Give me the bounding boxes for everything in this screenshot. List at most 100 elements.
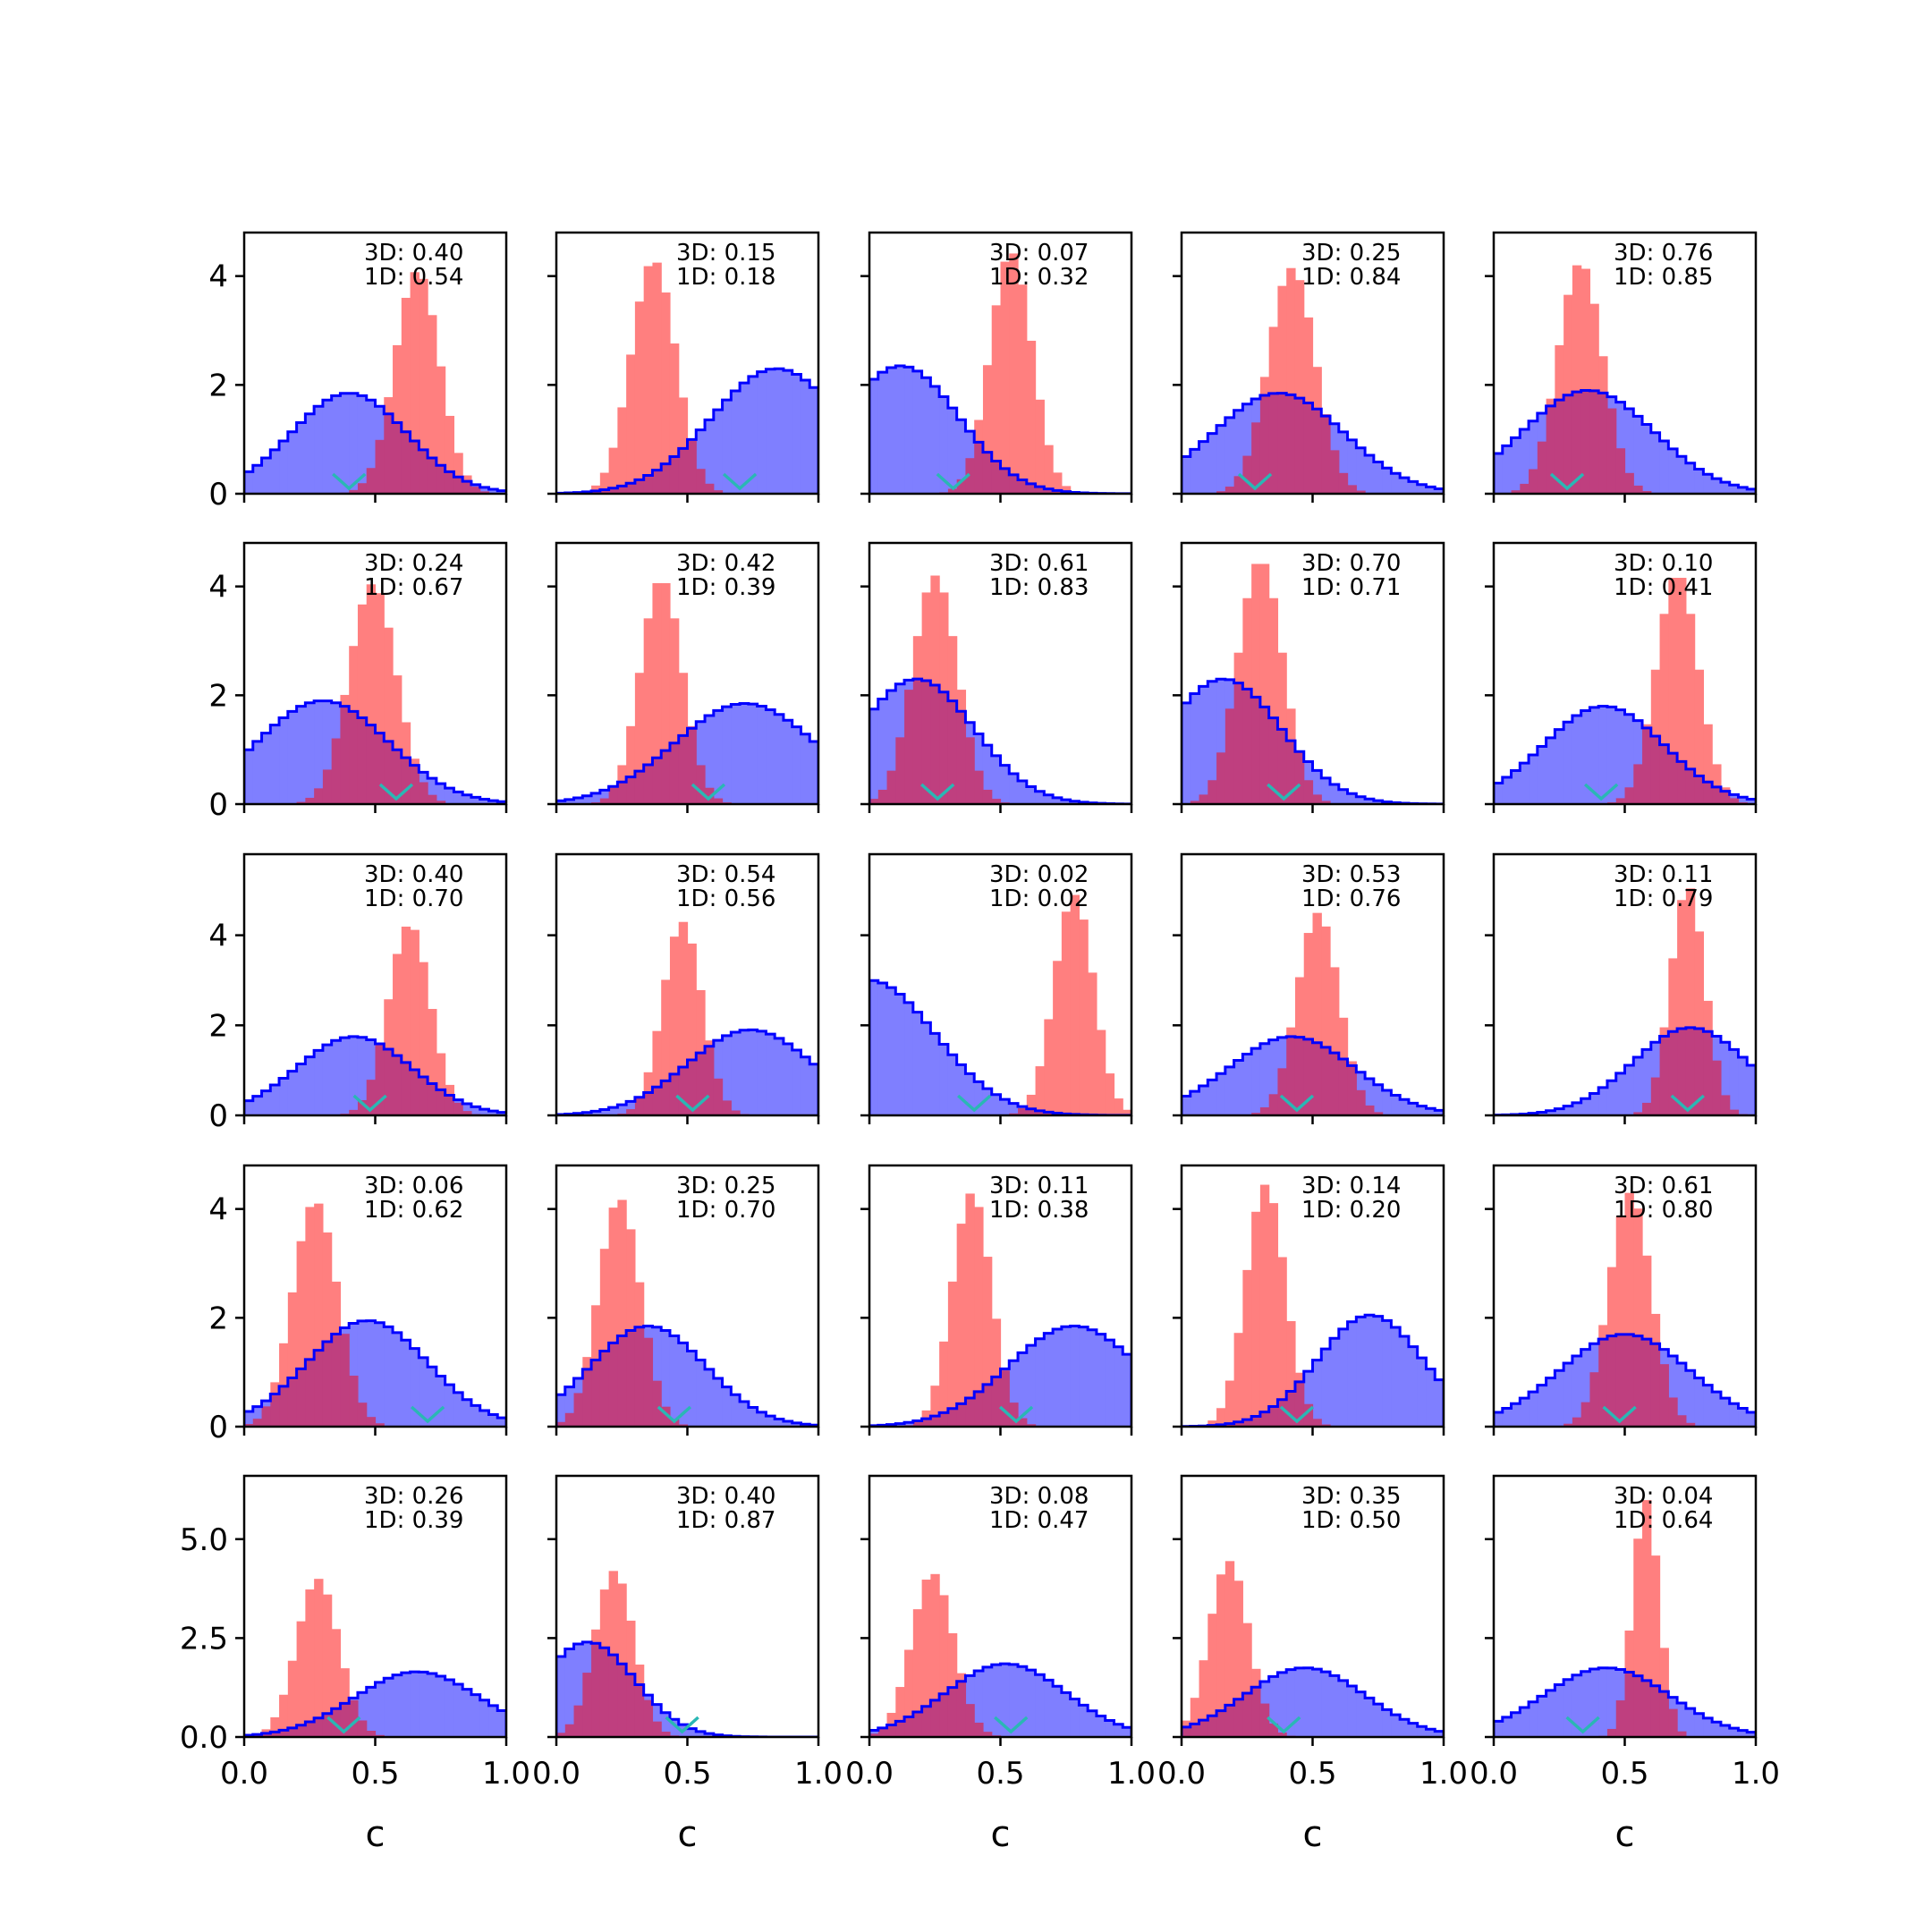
red-bar [1114,1098,1123,1115]
overlap-bar [669,1073,680,1115]
blue-bar [340,393,350,494]
overlap-bar [869,1733,879,1737]
overlap-bar [921,681,931,804]
red-bar [1259,1184,1270,1412]
overlap-bar [643,1699,654,1737]
overlap-bar [599,798,610,804]
blue-bar [1511,770,1521,804]
red-bar [1580,268,1591,391]
label-3d: 3D: 0.14 [1301,1173,1401,1199]
red-bar [1598,1325,1608,1340]
red-bar [1677,578,1687,762]
blue-bar [556,1394,566,1427]
blue-bar [1373,1704,1384,1737]
blue-bar [1233,1060,1243,1115]
overlap-bar [626,483,636,494]
label-1d: 1D: 0.50 [1301,1507,1401,1534]
red-bar [393,344,402,423]
blue-bar [599,790,610,804]
overlap-bar [428,794,437,804]
overlap-bar [608,1343,618,1427]
overlap-bar [357,1720,368,1737]
blue-bar [453,1392,463,1427]
red-bar [1233,652,1243,683]
overlap-bar [564,1412,575,1427]
red-bar [1044,445,1054,489]
blue-bar [287,1071,298,1115]
blue-bar [1373,462,1384,494]
overlap-bar [1251,1416,1261,1427]
blue-bar [366,1039,377,1115]
blue-bar [895,994,905,1115]
blue-bar [1216,1073,1226,1115]
blue-bar [1356,1691,1366,1737]
blue-bar [384,1678,394,1737]
overlap-bar [1668,1031,1678,1115]
overlap-bar [1268,1406,1279,1427]
blue-bar [792,1422,802,1427]
blue-bar [766,1416,775,1427]
red-bar [384,999,394,1050]
blue-bar [1233,410,1243,494]
blue-bar [1356,447,1366,494]
blue-bar [1330,1675,1340,1737]
overlap-bar [956,1403,967,1427]
overlap-bar [1650,1685,1661,1737]
blue-bar [1555,1684,1564,1737]
red-bar [1268,326,1279,394]
blue-bar [1555,1370,1564,1427]
blue-bar [661,1330,671,1427]
blue-bar [1391,473,1401,494]
red-bar [947,1632,958,1688]
label-3d: 3D: 0.61 [1614,1173,1713,1199]
blue-bar [722,400,732,494]
y-tick-label: 5.0 [180,1522,228,1558]
red-bar [591,1305,601,1360]
overlap-bar [1615,1700,1626,1737]
red-bar [1650,1313,1661,1344]
red-bar [1208,1614,1217,1716]
y-tick-label: 0 [208,477,228,513]
blue-bar [462,1103,472,1115]
blue-step-outline [1182,1035,1444,1115]
red-bar [886,1713,896,1725]
blue-bar [1190,449,1200,494]
blue-bar [809,741,818,804]
label-3d: 3D: 0.76 [1614,240,1713,267]
overlap-bar [1694,775,1704,804]
blue-bar [1650,432,1661,494]
red-bar [669,618,680,743]
x-tick-label: 0.0 [1157,1756,1206,1792]
red-bar [643,618,654,765]
blue-bar [722,1386,732,1427]
overlap-bar [1259,1411,1270,1427]
blue-bar [748,1407,758,1427]
blue-bar [713,1040,724,1115]
blue-bar [1589,707,1599,804]
red-bar [687,943,697,1060]
y-tick-label: 2 [208,678,228,714]
red-bar [1216,1574,1226,1711]
blue-bar [1502,1716,1513,1737]
y-tick-label: 0 [208,1098,228,1134]
blue-bar [775,369,784,494]
blue-bar [1373,1316,1384,1427]
overlap-bar [634,479,645,494]
blue-bar [252,1096,263,1115]
red-bar [1685,614,1696,769]
overlap-bar [1606,1335,1617,1427]
x-axis-label: c [1303,1814,1323,1855]
blue-bar [1123,1727,1131,1737]
blue-bar [1199,441,1208,494]
red-bar [1685,888,1696,1028]
blue-bar [1563,1362,1573,1427]
blue-bar [564,1648,575,1737]
blue-bar [1009,1103,1019,1115]
blue-bar [1026,1345,1037,1427]
label-3d: 3D: 0.35 [1301,1483,1401,1510]
blue-bar [1615,709,1626,804]
blue-bar [1000,1099,1010,1115]
y-tick-label: 4 [208,919,228,954]
overlap-bar [1259,394,1270,494]
